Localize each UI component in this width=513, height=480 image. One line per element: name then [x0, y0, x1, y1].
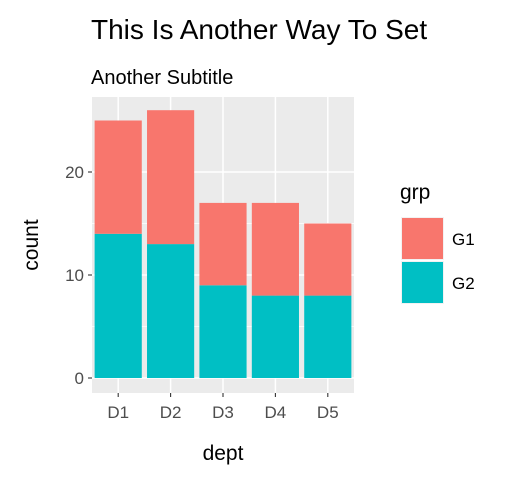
- y-tick-label: 10: [65, 266, 84, 285]
- bar-D3-G1: [199, 202, 247, 286]
- bar-D4-G2: [251, 295, 299, 378]
- x-tick-label: D1: [107, 403, 129, 422]
- bar-D1-G1: [94, 120, 142, 234]
- legend-swatch: [402, 218, 443, 259]
- x-tick-label: D3: [212, 403, 234, 422]
- bar-D1-G2: [94, 233, 142, 378]
- y-tick-label: 20: [65, 163, 84, 182]
- y-tick-label: 0: [75, 369, 84, 388]
- bars: [94, 110, 352, 378]
- y-axis-title: count: [20, 219, 43, 271]
- x-tick-label: D5: [317, 403, 339, 422]
- legend: grp G1 G2: [400, 181, 475, 304]
- x-tick-label: D2: [160, 403, 182, 422]
- axes: 0 10 20 D1 D2 D3 D4 D5: [65, 163, 339, 422]
- legend-title: grp: [400, 181, 430, 204]
- x-tick-label: D4: [265, 403, 287, 422]
- chart-title: This Is Another Way To Set: [91, 14, 427, 45]
- legend-label: G2: [452, 274, 475, 293]
- bar-D2-G1: [147, 110, 195, 245]
- legend-label: G1: [452, 230, 475, 249]
- x-axis-title: dept: [203, 442, 244, 465]
- bar-D5-G2: [304, 295, 352, 378]
- chart-subtitle: Another Subtitle: [91, 67, 233, 89]
- bar-D3-G2: [199, 285, 247, 378]
- bar-D2-G2: [147, 244, 195, 378]
- bar-D4-G1: [251, 202, 299, 296]
- bar-D5-G1: [304, 223, 352, 296]
- legend-swatch: [402, 262, 443, 303]
